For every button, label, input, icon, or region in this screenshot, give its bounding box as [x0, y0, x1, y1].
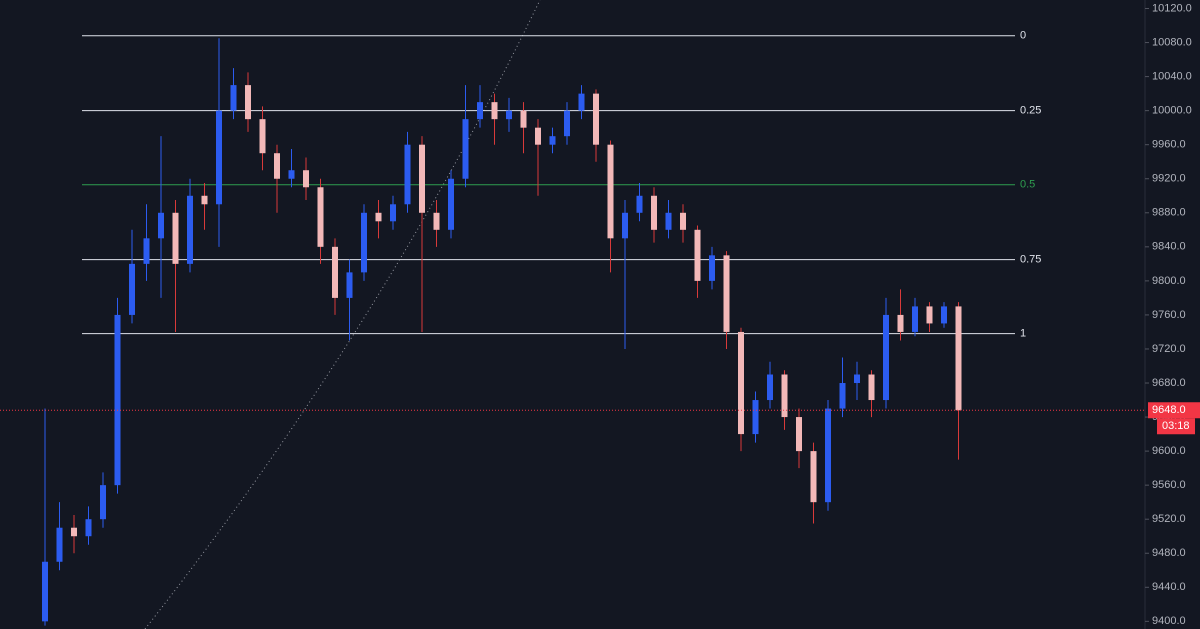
candle-body	[607, 144, 614, 239]
candle-body	[651, 195, 657, 230]
candle-body	[259, 119, 266, 154]
candle-body	[375, 212, 382, 222]
fib-label: 0.5	[1020, 179, 1035, 191]
candle-body	[216, 110, 222, 205]
candle-body	[477, 102, 483, 120]
candle-body	[201, 195, 208, 205]
candle-body	[361, 212, 367, 273]
y-tick-label: 9400.0	[1152, 615, 1186, 627]
candle-body	[578, 93, 585, 111]
candle-body	[390, 204, 396, 222]
candle-body	[187, 195, 193, 264]
candle-body	[825, 408, 831, 503]
y-tick-label: 9960.0	[1152, 139, 1186, 151]
candle-body	[810, 451, 817, 503]
y-tick-label: 9840.0	[1152, 241, 1186, 253]
candle-body	[941, 306, 947, 324]
y-tick-label: 10120.0	[1152, 2, 1192, 14]
candle-body	[85, 519, 92, 537]
candle-body	[404, 144, 411, 205]
y-tick-label: 9680.0	[1152, 377, 1186, 389]
candle-body	[781, 374, 788, 418]
candle-body	[346, 272, 353, 298]
candle-body	[796, 417, 802, 452]
candle-body	[143, 238, 150, 264]
candle-body	[71, 527, 77, 537]
fib-label: 0.75	[1020, 254, 1041, 266]
fib-label: 1	[1020, 328, 1026, 340]
candle-body	[593, 93, 599, 145]
candle-body	[230, 85, 237, 111]
y-tick-label: 10040.0	[1152, 71, 1192, 83]
candle-body	[622, 212, 628, 239]
y-tick-label: 10000.0	[1152, 105, 1192, 117]
fib-label: 0	[1020, 30, 1026, 42]
countdown-tag	[1157, 418, 1195, 435]
candle-body	[694, 229, 701, 281]
candle-body	[506, 110, 512, 120]
candle-body	[564, 110, 570, 137]
price-tag-label: 9648.0	[1152, 404, 1186, 416]
countdown-label: 03:18	[1162, 420, 1190, 432]
candle-body	[317, 187, 324, 247]
y-tick-label: 9520.0	[1152, 513, 1186, 525]
y-tick-label: 9800.0	[1152, 275, 1186, 287]
candle-body	[158, 212, 164, 239]
y-tick-label: 9480.0	[1152, 547, 1186, 559]
candle-body	[535, 127, 541, 145]
y-tick-label: 9560.0	[1152, 479, 1186, 491]
candle-body	[303, 170, 309, 188]
candle-body	[100, 485, 106, 520]
candle-body	[462, 119, 469, 179]
candle-body	[680, 212, 686, 230]
candle-body	[114, 314, 121, 486]
candle-body	[129, 263, 135, 315]
y-tick-label: 10080.0	[1152, 36, 1192, 48]
candle-body	[56, 527, 63, 562]
candle-body	[723, 255, 730, 332]
candle-body	[752, 400, 759, 435]
candle-body	[839, 383, 846, 409]
y-tick-label: 9440.0	[1152, 581, 1186, 593]
candle-body	[709, 255, 715, 281]
candle-body	[897, 314, 904, 332]
fib-label: 0.25	[1020, 105, 1041, 117]
candle-body	[448, 178, 454, 230]
candle-body	[491, 102, 498, 120]
candle-body	[868, 374, 875, 401]
candle-body	[549, 136, 556, 145]
candle-body	[636, 195, 643, 213]
candle-body	[433, 212, 440, 230]
y-tick-label: 9600.0	[1152, 445, 1186, 457]
y-tick-label: 9720.0	[1152, 343, 1186, 355]
candle-body	[738, 331, 744, 435]
candle-body	[912, 306, 918, 332]
candle-body	[520, 110, 527, 128]
candle-body	[288, 170, 295, 179]
candle-body	[665, 212, 672, 230]
y-tick-label: 9880.0	[1152, 207, 1186, 219]
candle-body	[883, 314, 889, 401]
candle-body	[854, 374, 860, 384]
candle-body	[172, 212, 179, 264]
candle-body	[274, 153, 280, 179]
candle-body	[419, 144, 425, 213]
candle-body	[332, 246, 338, 298]
y-tick-label: 9760.0	[1152, 309, 1186, 321]
candle-body	[926, 306, 933, 324]
candle-body	[42, 561, 48, 622]
candle-body	[955, 306, 962, 411]
candle-body	[245, 85, 251, 120]
y-tick-label: 9920.0	[1152, 173, 1186, 185]
price-tag	[1148, 402, 1200, 419]
candle-body	[767, 374, 773, 401]
arc-drawing	[144, 0, 541, 629]
